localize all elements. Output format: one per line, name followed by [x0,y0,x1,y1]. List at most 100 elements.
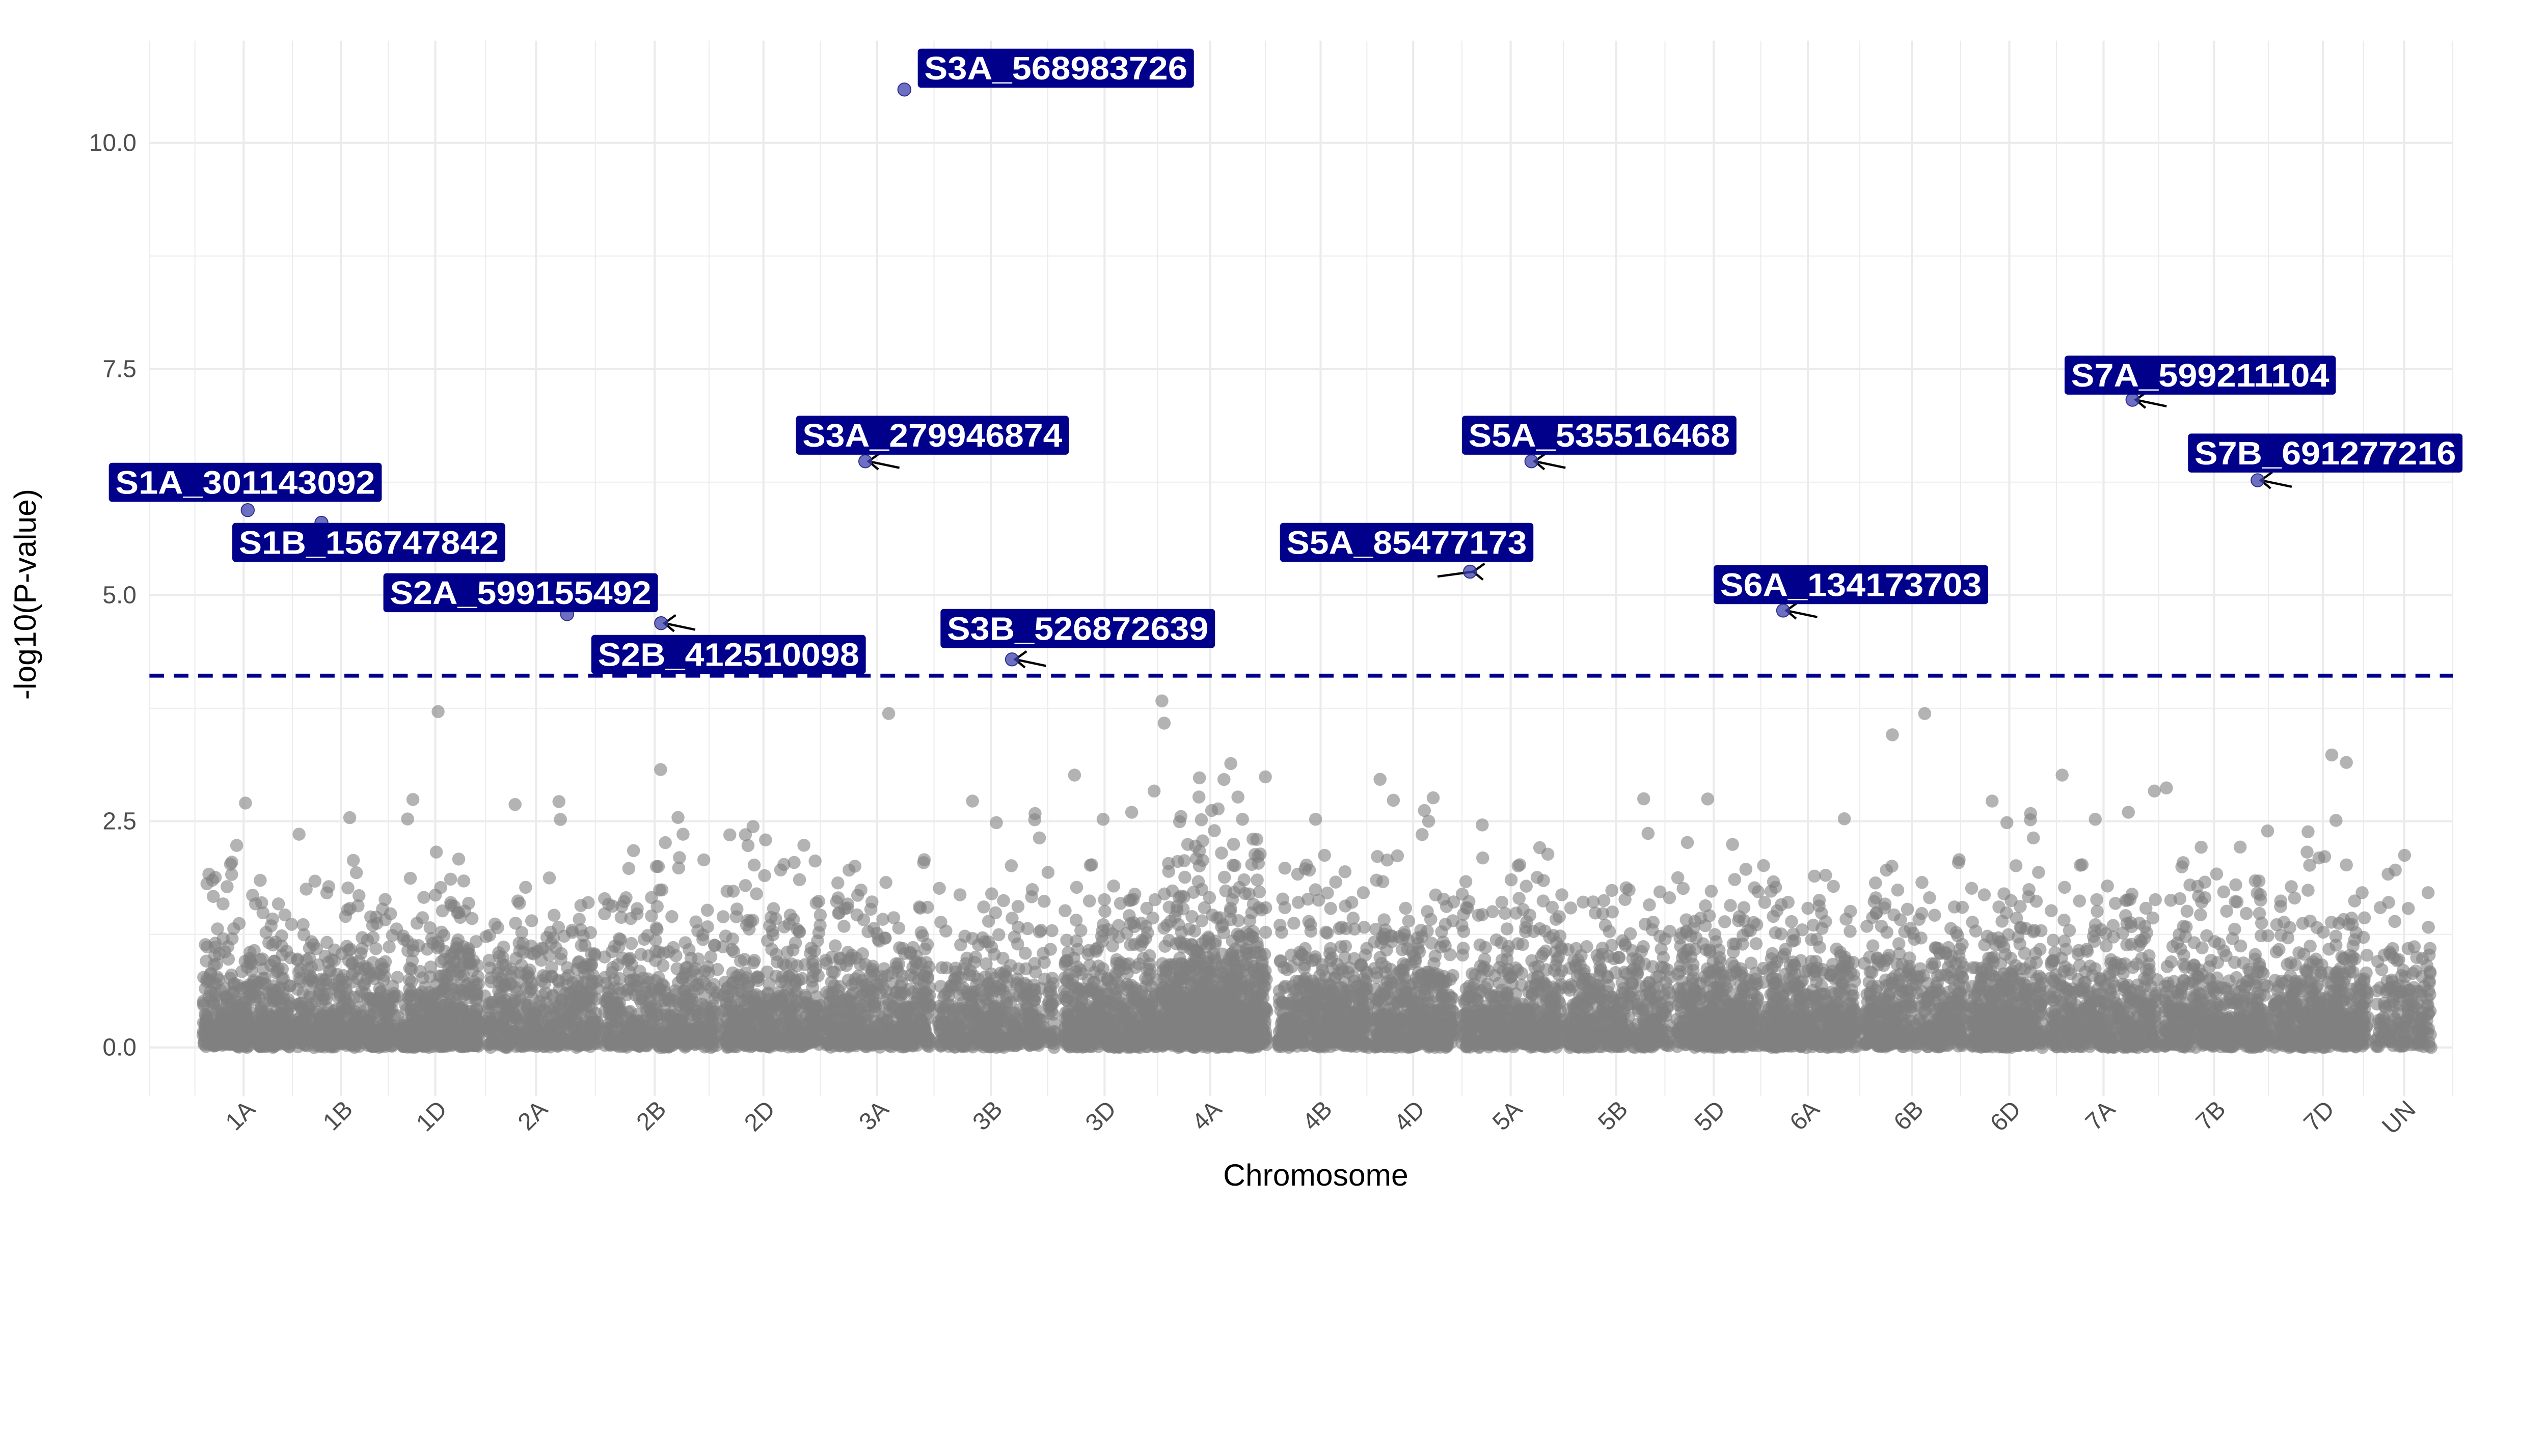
snp-point [1060,933,1073,947]
snp-point [831,891,845,904]
snp-point [451,933,465,947]
snp-point [848,860,862,873]
snp-point [549,941,562,954]
snp-point [239,1022,253,1035]
snp-point [1073,963,1087,977]
snp-point [892,921,906,935]
snp-point [1217,870,1231,884]
snp-point [1014,980,1027,994]
snp-point [291,952,304,966]
snp-point [436,904,449,918]
snp-point [537,1004,551,1017]
snp-point [584,1040,597,1053]
snp-point [770,955,784,969]
snp-point [1069,913,1083,927]
snp-point [726,976,740,990]
snp-point [831,876,845,890]
snp-point [1019,947,1032,960]
snp-point [621,954,634,967]
snp-point [869,1033,882,1047]
snp-point [554,813,567,826]
snp-point [832,906,846,920]
snp-point [453,965,467,979]
snp-point [255,1028,269,1041]
snp-point [912,1006,926,1019]
snp-point [1141,926,1154,940]
snp-point [979,993,993,1006]
snp-point [556,1031,569,1045]
snp-point [641,1028,655,1041]
snp-point [264,919,278,932]
snp-point [221,996,234,1009]
snp-point [273,983,286,996]
snp-point [519,1039,532,1052]
snp-point [477,1022,491,1035]
snp-point [1114,979,1127,993]
snp-point [372,967,386,981]
snp-point [1178,870,1191,884]
snp-point [1045,972,1059,985]
snp-point [665,910,679,923]
snp-point [617,895,631,909]
snp-point [452,853,466,866]
snp-point [1251,873,1264,887]
snp-point [341,881,355,895]
snp-point [356,942,369,955]
snp-point [1096,812,1110,826]
snp-point [837,920,851,933]
snp-point [256,906,270,920]
snp-point [893,1007,906,1021]
snp-point [356,1036,369,1050]
snp-point [716,910,730,923]
snp-point [626,983,640,996]
snp-point [401,812,414,826]
snp-point [972,938,985,952]
snp-point [764,911,778,924]
snp-point [849,972,862,985]
snp-point [1021,922,1034,936]
snp-point [453,911,467,924]
snp-point [953,888,967,901]
snp-point [791,959,804,973]
snp-point [222,952,235,966]
snp-point [631,902,644,915]
snp-point [618,1035,632,1048]
snp-point [1082,894,1096,908]
snp-point [882,707,896,720]
snp-point [325,953,338,967]
snp-point [762,993,776,1006]
snp-point [854,884,868,897]
snp-point [759,833,772,846]
snp-point [740,971,753,984]
snp-point [977,900,990,914]
snp-point [1041,866,1055,879]
snp-point [569,1002,582,1016]
snp-point [406,793,420,806]
snp-point [782,917,796,931]
snp-point [211,994,225,1007]
snp-point [1112,1040,1125,1054]
snp-point [808,854,822,868]
snp-point [1088,965,1101,979]
snp-point [1250,833,1263,846]
snp-point [997,894,1010,908]
snp-point [252,976,266,989]
snp-point [679,970,693,983]
snp-point [378,997,392,1011]
snp-point [500,998,513,1011]
snp-point [211,922,224,936]
snp-point [1059,904,1072,918]
snp-point [499,958,512,972]
snp-point [263,992,277,1006]
snp-point [1096,1027,1109,1041]
snp-point [525,1010,538,1023]
snp-point [802,998,816,1012]
snp-point [864,902,878,916]
snp-point [649,921,663,935]
snp-point [230,839,243,852]
snp-point [1128,920,1141,933]
snp-point [574,1027,587,1040]
snp-point [789,988,802,1001]
snp-point [1245,858,1259,871]
snp-point [605,945,619,958]
